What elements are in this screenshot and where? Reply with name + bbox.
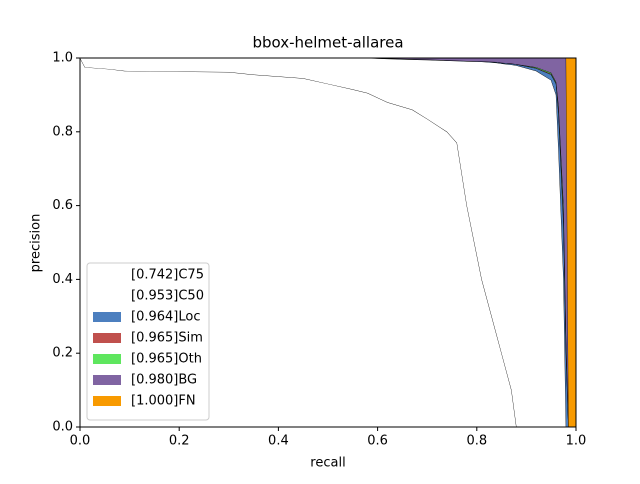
chart-title: bbox-helmet-allarea: [252, 34, 403, 52]
legend-label: [0.980]BG: [131, 373, 197, 388]
x-tick-label: 0.0: [70, 434, 91, 449]
legend-label: [0.965]Sim: [131, 331, 203, 346]
y-tick-label: 0.2: [52, 346, 73, 361]
x-tick-label: 1.0: [566, 434, 587, 449]
x-tick-label: 0.2: [169, 434, 190, 449]
legend-label: [1.000]FN: [131, 394, 196, 409]
legend-label: [0.965]Oth: [131, 352, 202, 367]
y-tick-label: 1.0: [52, 51, 73, 66]
legend-swatch: [93, 270, 121, 280]
legend-label: [0.953]C50: [131, 289, 204, 304]
y-tick-label: 0.8: [52, 124, 73, 139]
legend-swatch: [93, 312, 121, 322]
y-tick-label: 0.0: [52, 420, 73, 435]
legend-label: [0.964]Loc: [131, 310, 200, 325]
legend-swatch: [93, 333, 121, 343]
x-axis-label: recall: [310, 456, 345, 471]
legend-swatch: [93, 291, 121, 301]
legend-swatch: [93, 396, 121, 406]
x-tick-label: 0.8: [466, 434, 487, 449]
y-axis-label: precision: [29, 214, 44, 273]
area: [80, 58, 576, 427]
y-tick-label: 0.4: [52, 272, 73, 287]
x-tick-label: 0.6: [367, 434, 388, 449]
legend-swatch: [93, 375, 121, 385]
plot-frame: [79, 57, 577, 428]
legend-swatch: [93, 354, 121, 364]
legend-label: [0.742]C75: [131, 268, 204, 283]
x-tick-label: 0.4: [268, 434, 289, 449]
y-tick-label: 0.6: [52, 198, 73, 213]
